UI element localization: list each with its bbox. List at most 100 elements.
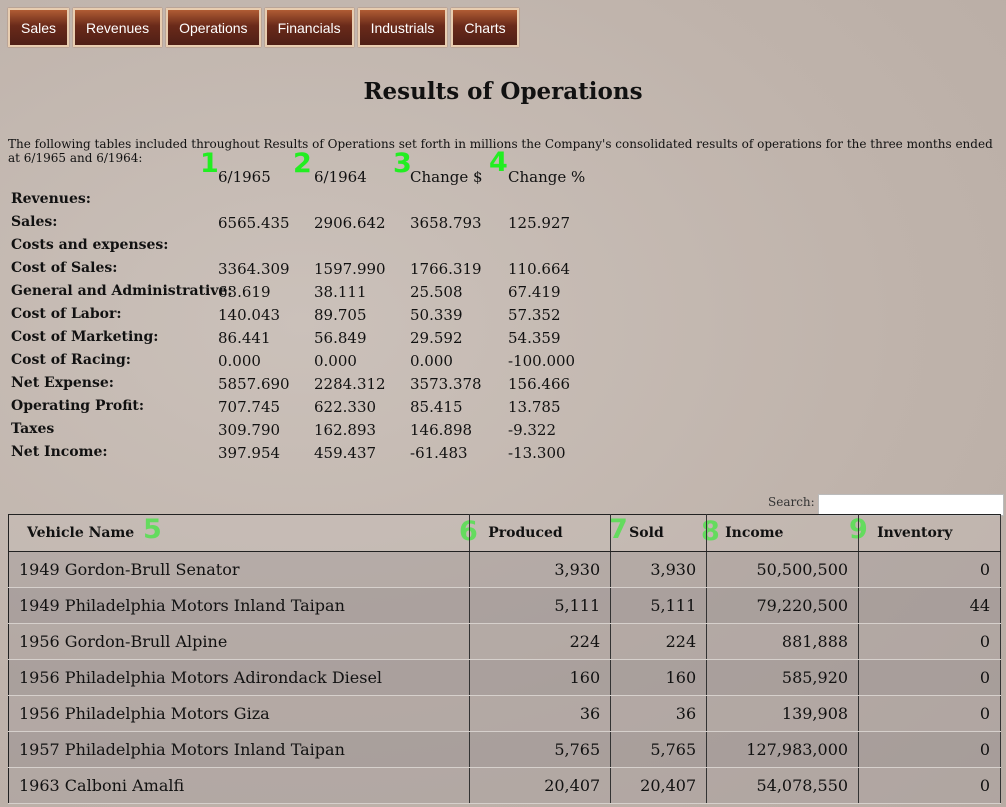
ops-value: 57.352 [508,306,561,324]
nav-financials[interactable]: Financials [264,8,354,47]
table-cell: 36 [610,695,708,732]
ops-value: 125.927 [508,214,571,232]
annotation-marker: 2 [293,148,312,179]
table-cell: 79,220,500 [706,587,860,624]
ops-value: -61.483 [410,444,468,462]
column-header-sold[interactable]: Sold [610,514,708,552]
ops-value: 54.359 [508,329,561,347]
table-cell: 160 [610,659,708,696]
column-header-produced[interactable]: Produced [469,514,612,552]
ops-row-label: Cost of Sales: [11,260,118,276]
nav-revenues[interactable]: Revenues [73,8,163,47]
ops-value: 63.619 [218,283,271,301]
ops-value: 162.893 [314,421,377,439]
ops-row-label: Sales: [11,214,58,230]
ops-value: 707.745 [218,398,281,416]
search-input[interactable] [818,494,1004,516]
ops-value: 6565.435 [218,214,290,232]
table-cell: 36 [469,695,612,732]
ops-value: 140.043 [218,306,281,324]
column-header-vehicle-name[interactable]: Vehicle Name [7,514,471,552]
ops-value: 86.441 [218,329,271,347]
nav-industrials[interactable]: Industrials [357,8,448,47]
table-cell: 44 [858,587,1001,624]
table-cell: 50,500,500 [706,551,860,588]
ops-row-label: Net Expense: [11,375,114,391]
table-cell: 1949 Gordon-Brull Senator [7,551,471,588]
table-cell: 1963 Calboni Amalfi [7,767,471,804]
ops-value: 622.330 [314,398,377,416]
table-cell: 1956 Philadelphia Motors Giza [7,695,471,732]
annotation-marker: 1 [200,148,219,179]
ops-row-label: Cost of Marketing: [11,329,159,345]
table-cell: 0 [858,623,1001,660]
ops-row-label: Taxes [11,421,55,437]
table-cell: 5,111 [469,587,612,624]
ops-column-header: 6/1964 [314,168,367,186]
ops-value: 1597.990 [314,260,386,278]
table-cell: 3,930 [610,551,708,588]
table-cell: 20,407 [469,767,612,804]
ops-value: 459.437 [314,444,377,462]
table-cell: 160 [469,659,612,696]
table-cell: 0 [858,767,1001,804]
table-row: 1957 Philadelphia Motors Inland Taipan 5,… [7,731,1001,768]
column-header-income[interactable]: Income [706,514,860,552]
table-row: 1956 Gordon-Brull Alpine 224 224 881,888 0 [7,623,1001,660]
nav-charts[interactable]: Charts [451,8,519,47]
nav-operations[interactable]: Operations [166,8,261,47]
ops-column-header: Change $ [410,168,483,186]
ops-row-label: Cost of Racing: [11,352,131,368]
ops-column-header: Change % [508,168,586,186]
table-cell: 1956 Philadelphia Motors Adirondack Dies… [7,659,471,696]
table-cell: 585,920 [706,659,860,696]
ops-value: 85.415 [410,398,463,416]
page-title: Results of Operations [363,78,643,105]
table-cell: 54,078,550 [706,767,860,804]
ops-row-label: Revenues: [11,191,91,207]
nav-sales[interactable]: Sales [8,8,70,47]
search-box: Search: [768,494,1004,516]
table-row: 1956 Philadelphia Motors Giza 36 36 139,908… [7,695,1001,732]
table-cell: 1956 Gordon-Brull Alpine [7,623,471,660]
table-cell: 20,407 [610,767,708,804]
table-cell: 3,930 [469,551,612,588]
ops-value: 50.339 [410,306,463,324]
ops-value: 309.790 [218,421,281,439]
ops-column-header: 6/1965 [218,168,271,186]
ops-value: 89.705 [314,306,367,324]
ops-value: 0.000 [314,352,357,370]
table-row: 1956 Philadelphia Motors Adirondack Dies… [7,659,1001,696]
table-cell: 881,888 [706,623,860,660]
table-row: 1963 Calboni Amalfi 20,407 20,407 54,078,55… [7,767,1001,804]
table-cell: 139,908 [706,695,860,732]
column-header-inventory[interactable]: Inventory [858,514,1001,552]
main-nav: Sales Revenues Operations Financials Industr… [8,8,519,47]
ops-value: 3573.378 [410,375,482,393]
table-cell: 224 [610,623,708,660]
ops-value: 56.849 [314,329,367,347]
table-cell: 5,765 [469,731,612,768]
intro-text: The following tables included throughout… [8,137,993,165]
ops-value: 13.785 [508,398,561,416]
ops-row-label: General and Administrative: [11,283,233,299]
table-cell: 0 [858,659,1001,696]
ops-value: 25.508 [410,283,463,301]
ops-value: 38.111 [314,283,367,301]
ops-value: -13.300 [508,444,566,462]
table-cell: 5,765 [610,731,708,768]
ops-value: 110.664 [508,260,571,278]
table-cell: 1957 Philadelphia Motors Inland Taipan [7,731,471,768]
ops-value: -9.322 [508,421,557,439]
ops-value: 0.000 [410,352,453,370]
annotation-marker: 3 [393,148,412,179]
table-cell: 224 [469,623,612,660]
ops-value: 29.592 [410,329,463,347]
ops-value: 2284.312 [314,375,386,393]
table-row: 1949 Gordon-Brull Senator 3,930 3,930 50,50… [7,551,1001,588]
ops-value: 1766.319 [410,260,482,278]
ops-row-label: Net Income: [11,444,108,460]
ops-value: 3658.793 [410,214,482,232]
ops-row-label: Costs and expenses: [11,237,169,253]
ops-value: 5857.690 [218,375,290,393]
